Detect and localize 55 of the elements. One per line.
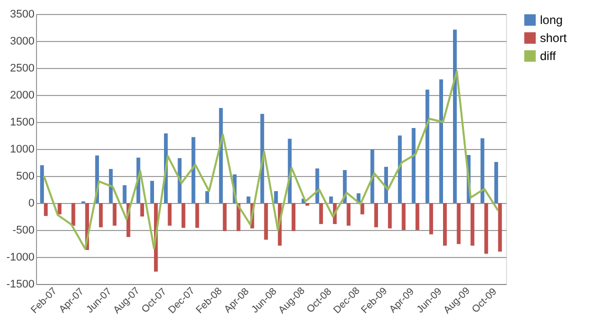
bar [140, 203, 144, 216]
bar [246, 196, 250, 203]
y-tick-label: 500 [16, 170, 34, 182]
bar [264, 203, 268, 240]
y-tick-label: 0 [28, 198, 34, 210]
bar [470, 203, 474, 246]
bar [480, 138, 484, 203]
bar [292, 203, 296, 232]
bar [98, 203, 103, 228]
bar [222, 203, 227, 232]
bar [498, 203, 502, 252]
y-tick-label: -1500 [6, 278, 34, 290]
bar [456, 203, 461, 244]
y-tick-label: -500 [12, 224, 34, 236]
bar [58, 203, 62, 214]
bar [412, 128, 416, 203]
bar [195, 203, 200, 228]
bar [484, 203, 488, 254]
bar [425, 90, 430, 203]
bar [40, 165, 44, 203]
bar [319, 203, 323, 224]
bar [168, 203, 172, 226]
bar [443, 203, 447, 246]
bar [388, 203, 392, 228]
bar [494, 162, 498, 203]
bar [71, 203, 76, 226]
bar [274, 191, 278, 203]
legend-label: diff [540, 49, 556, 63]
y-tick-label: 2000 [10, 90, 34, 102]
bar [192, 137, 196, 203]
bar [453, 30, 457, 203]
bar [205, 191, 210, 203]
bar [122, 185, 126, 203]
line-series [42, 70, 500, 250]
bar [374, 203, 378, 228]
y-tick-label: 3500 [10, 8, 34, 20]
y-tick-label: 1000 [10, 144, 34, 156]
y-tick-label: -1000 [6, 252, 34, 264]
y-tick-label: 3000 [10, 36, 34, 48]
bar [439, 79, 444, 203]
bar [384, 166, 388, 203]
bar [346, 203, 350, 226]
bar [329, 196, 333, 203]
bar [402, 203, 406, 230]
legend-label: short [540, 31, 568, 45]
y-tick-label: 2500 [10, 62, 34, 74]
bar [150, 180, 154, 203]
bar [182, 203, 186, 228]
y-tick-label: 1500 [10, 116, 34, 128]
bar [219, 108, 223, 203]
bar [416, 203, 420, 230]
bar [44, 203, 48, 216]
legend-label: long [540, 13, 563, 27]
bar [429, 203, 434, 234]
bar [112, 203, 117, 226]
